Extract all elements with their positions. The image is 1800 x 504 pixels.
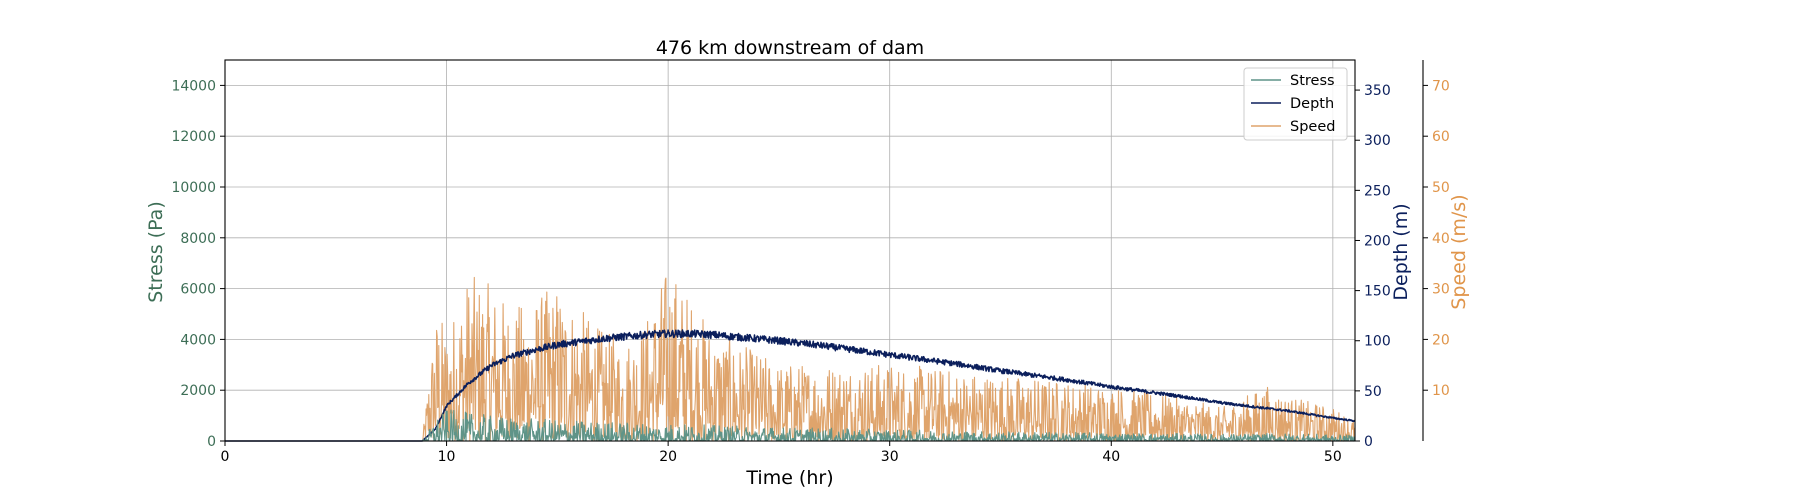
speed-tick-label: 10	[1432, 383, 1450, 399]
depth-tick-label: 150	[1364, 284, 1391, 300]
speed-tick-label: 40	[1432, 231, 1450, 247]
legend-label-stress: Stress	[1290, 73, 1335, 89]
stress-tick-label: 12000	[171, 129, 216, 145]
speed-tick-label: 60	[1432, 129, 1450, 145]
plot-frame	[224, 59, 1356, 442]
x-tick-label: 50	[1324, 449, 1342, 465]
chart-title: 476 km downstream of dam	[656, 37, 924, 59]
x-axis-label: Time (hr)	[745, 467, 833, 489]
stress-tick-label: 0	[207, 434, 216, 450]
legend: Stress Depth Speed	[1243, 67, 1348, 141]
speed-tick-label: 30	[1432, 282, 1450, 298]
legend-label-depth: Depth	[1290, 96, 1334, 112]
x-tick-label: 0	[221, 449, 230, 465]
speed-tick-label: 20	[1432, 332, 1450, 348]
stress-tick-label: 6000	[180, 282, 216, 298]
speed-tick-label: 50	[1432, 180, 1450, 196]
depth-axis-label: Depth (m)	[1390, 203, 1412, 300]
x-tick-label: 20	[659, 449, 677, 465]
stress-tick-label: 10000	[171, 180, 216, 196]
x-tick-label: 30	[881, 449, 899, 465]
x-tick-label: 10	[438, 449, 456, 465]
speed-axis-label: Speed (m/s)	[1448, 194, 1470, 309]
depth-tick-label: 100	[1364, 334, 1391, 350]
depth-tick-label: 350	[1364, 83, 1391, 99]
depth-tick-label: 0	[1364, 434, 1373, 450]
depth-tick-label: 50	[1364, 384, 1382, 400]
depth-tick-label: 250	[1364, 183, 1391, 199]
stress-axis-label: Stress (Pa)	[145, 201, 167, 303]
stress-tick-label: 2000	[180, 383, 216, 399]
depth-tick-label: 200	[1364, 233, 1391, 249]
legend-box	[1243, 67, 1348, 141]
x-tick-label: 40	[1102, 449, 1120, 465]
stress-tick-label: 8000	[180, 231, 216, 247]
stress-tick-label: 14000	[171, 78, 216, 94]
speed-tick-label: 70	[1432, 78, 1450, 94]
depth-tick-label: 300	[1364, 133, 1391, 149]
legend-label-speed: Speed	[1290, 119, 1335, 135]
axes: 0 10 20 30 40 5002000400060008000100001200014…	[171, 60, 1450, 465]
stress-tick-label: 4000	[180, 332, 216, 348]
